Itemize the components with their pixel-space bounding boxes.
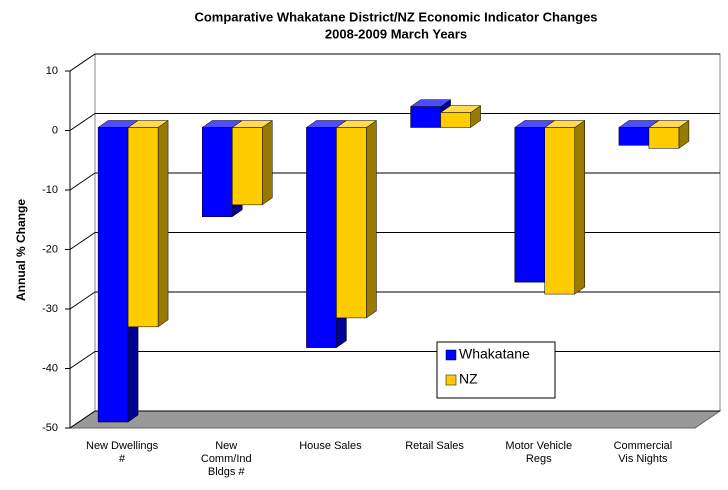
- bar-side: [262, 120, 273, 206]
- x-tick-label: New Comm/Ind Bldgs #: [200, 440, 252, 478]
- bar: [514, 127, 545, 283]
- legend-label: NZ: [459, 371, 478, 387]
- grid-line: [69, 232, 96, 250]
- y-tick-label: 0: [52, 124, 58, 136]
- bar: [127, 127, 159, 328]
- bar: [336, 127, 367, 319]
- bar: [202, 127, 233, 217]
- grid-line: [69, 53, 96, 72]
- x-tick-label: Motor Vehicle Regs: [505, 440, 573, 465]
- legend-swatch: [445, 374, 457, 386]
- grid-line: [69, 113, 96, 131]
- y-tick-label: -30: [42, 303, 58, 315]
- grid-line: [69, 410, 96, 429]
- legend-swatch: [445, 349, 457, 361]
- bar: [440, 112, 471, 128]
- bar: [232, 127, 263, 206]
- bar: [306, 127, 337, 348]
- chart-subtitle: 2008-2009 March Years: [325, 26, 467, 41]
- y-axis-title: Annual % Change: [14, 199, 28, 301]
- y-tick-label: -20: [42, 243, 58, 255]
- x-tick-label: New Dwellings #: [86, 440, 159, 465]
- grid-line: [69, 172, 96, 191]
- chart-title: Comparative Whakatane District/NZ Econom…: [194, 9, 597, 24]
- y-tick-label: 10: [46, 65, 58, 77]
- x-tick-label: Commercial Vis Nights: [613, 440, 673, 465]
- x-tick-label: Retail Sales: [405, 440, 464, 452]
- bar: [410, 106, 441, 128]
- bar: [618, 127, 650, 146]
- x-tick-label: House Sales: [299, 440, 362, 452]
- legend-label: Whakatane: [459, 346, 530, 362]
- bar-side: [366, 120, 377, 319]
- bar: [544, 127, 575, 295]
- floor: [68, 410, 722, 429]
- bar: [648, 127, 680, 149]
- legend-box: [436, 341, 556, 399]
- y-tick-label: -50: [42, 422, 58, 434]
- bar-side: [574, 120, 585, 295]
- y-tick-label: -40: [42, 362, 58, 374]
- bar: [97, 127, 129, 423]
- grid-line: [69, 291, 96, 310]
- y-tick-label: -10: [42, 184, 58, 196]
- bar-side: [157, 120, 169, 328]
- grid-line: [69, 351, 96, 369]
